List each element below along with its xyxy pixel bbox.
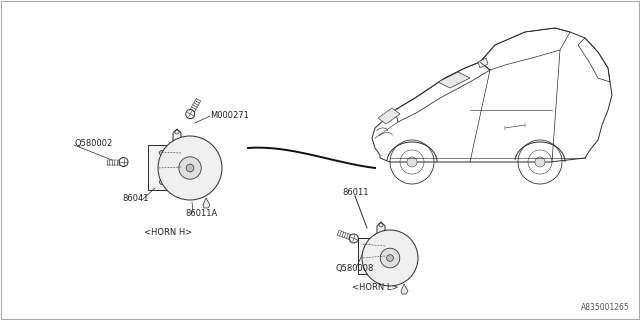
Polygon shape (378, 108, 400, 124)
Circle shape (158, 136, 222, 200)
Polygon shape (203, 198, 210, 208)
Polygon shape (173, 129, 181, 145)
Text: M000271: M000271 (210, 110, 249, 119)
Circle shape (362, 230, 418, 286)
Text: 86011: 86011 (342, 188, 369, 196)
Text: Q580008: Q580008 (335, 263, 373, 273)
Text: 86041: 86041 (122, 194, 148, 203)
Text: A835001265: A835001265 (581, 303, 630, 312)
Polygon shape (401, 284, 408, 294)
Polygon shape (438, 72, 470, 88)
Circle shape (407, 157, 417, 167)
Polygon shape (148, 145, 181, 190)
Text: <HORN L>: <HORN L> (352, 284, 398, 292)
Polygon shape (377, 222, 385, 238)
Circle shape (535, 157, 545, 167)
Polygon shape (358, 238, 385, 274)
Text: 86011A: 86011A (185, 209, 217, 218)
Text: Q580002: Q580002 (74, 139, 112, 148)
Circle shape (380, 248, 400, 268)
Circle shape (186, 164, 194, 172)
Circle shape (387, 255, 394, 261)
Polygon shape (478, 58, 488, 68)
Circle shape (179, 157, 201, 179)
Text: <HORN H>: <HORN H> (144, 228, 192, 236)
